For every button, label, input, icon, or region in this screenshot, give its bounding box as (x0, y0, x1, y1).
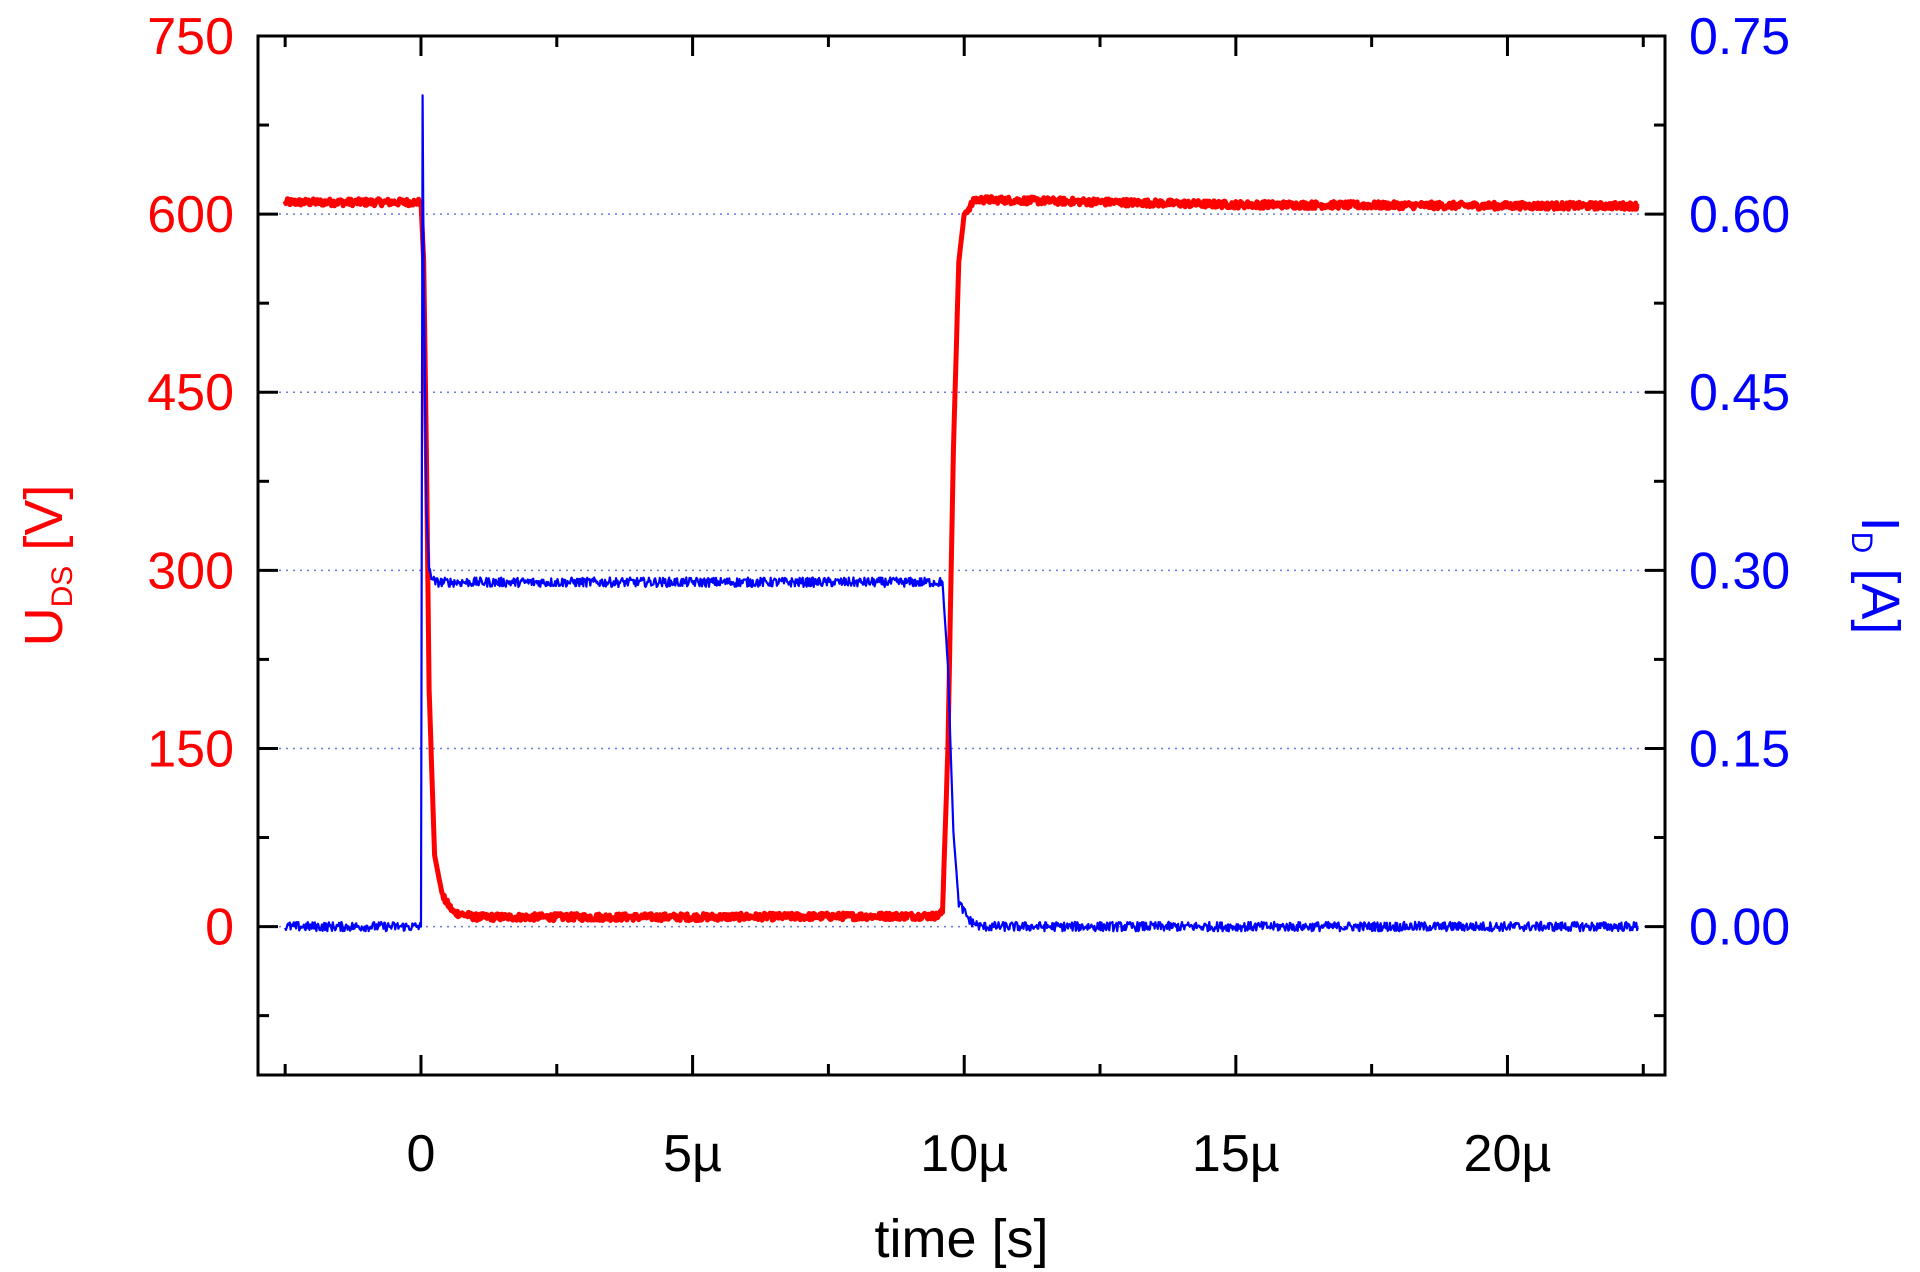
y-left-tick-label: 300 (147, 542, 234, 600)
series-uds-line (282, 194, 1640, 924)
y-left-unit: [V] (14, 485, 74, 566)
x-tick-label: 20µ (1464, 1125, 1552, 1183)
tick-marks (258, 36, 1665, 1075)
y-left-tick-label: 750 (147, 8, 234, 66)
y-right-tick-label: 0.45 (1689, 364, 1790, 422)
y-right-unit: [A] (1850, 553, 1910, 634)
y-right-sub: D (1845, 532, 1878, 554)
y-right-tick-label: 0.60 (1689, 186, 1790, 244)
y-left-tick-label: 450 (147, 364, 234, 422)
y-left-main: U (14, 607, 74, 646)
series-lines (282, 94, 1640, 933)
y-right-main: I (1850, 517, 1910, 532)
x-axis-title: time [s] (874, 1209, 1048, 1269)
y-right-tick-label: 0.00 (1689, 899, 1790, 957)
y-left-tick-label: 150 (147, 720, 234, 778)
svg-text:ID [A]: ID [A] (1845, 517, 1910, 635)
y-right-tick-label: 0.15 (1689, 720, 1790, 778)
x-tick-label: 15µ (1192, 1125, 1280, 1183)
tick-labels: 0 5µ 10µ 15µ 20µ 0 150 300 450 600 750 0.00 0.15 0.30… (147, 8, 1790, 1183)
y-left-tick-label: 0 (205, 899, 234, 957)
y-axis-title-right: ID [A] (1845, 517, 1910, 635)
y-left-tick-label: 600 (147, 186, 234, 244)
x-tick-label: 0 (407, 1125, 436, 1183)
x-tick-label: 5µ (663, 1125, 722, 1183)
y-axis-title-left: UDS [V] (14, 485, 79, 647)
y-right-tick-label: 0.75 (1689, 8, 1790, 66)
series-id-line (284, 94, 1639, 933)
svg-text:UDS [V]: UDS [V] (14, 485, 79, 647)
gridlines (258, 213, 1665, 928)
plot-frame (256, 34, 1667, 1077)
y-right-tick-label: 0.30 (1689, 542, 1790, 600)
y-left-sub: DS (46, 566, 79, 608)
x-tick-label: 10µ (920, 1125, 1008, 1183)
